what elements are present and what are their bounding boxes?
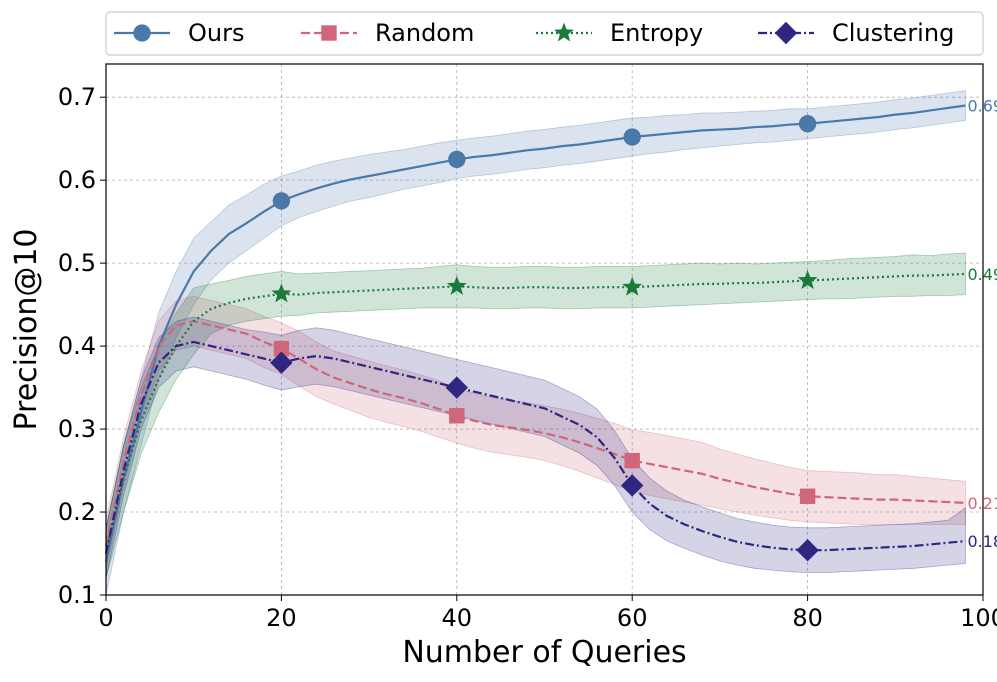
ours-marker	[623, 128, 641, 146]
legend-clustering-marker	[774, 21, 798, 45]
clustering-line	[104, 340, 966, 554]
end-value-labels: 0.69 0.21 0.49 0.18	[967, 96, 997, 551]
ours-marker	[448, 150, 466, 169]
entropy-band	[105, 252, 966, 579]
ours-marker	[798, 115, 817, 133]
x-axis-label: Number of Queries	[402, 635, 686, 670]
legend-ours-marker	[133, 24, 151, 42]
entropy-marker	[446, 275, 467, 295]
ours-end-label: 0.69	[967, 96, 997, 115]
clustering-marker	[270, 351, 293, 374]
entropy-marker	[797, 270, 818, 290]
legend-entropy-marker	[554, 22, 574, 42]
x-tick-label: 40	[442, 604, 473, 632]
random-marker	[449, 408, 465, 424]
entropy-marker	[271, 283, 292, 303]
clustering-marker	[796, 538, 819, 562]
series-markers	[270, 115, 819, 562]
legend-box	[105, 11, 984, 56]
clustering-marker	[621, 474, 644, 497]
ours-line	[104, 104, 966, 563]
y-axis-ticks: 0.1 0.2 0.3 0.4 0.5 0.6 0.7	[58, 83, 106, 609]
y-tick-label: 0.2	[58, 498, 96, 526]
y-axis-label: Precision@10	[9, 228, 44, 430]
x-axis-ticks: 0 20 40 60 80 100	[98, 595, 997, 632]
plot-frame	[105, 63, 984, 596]
series-lines	[104, 104, 966, 563]
legend-clustering-label: Clustering	[832, 19, 954, 47]
clustering-marker	[445, 376, 468, 399]
random-marker	[273, 340, 290, 357]
legend-entropy-label: Entropy	[610, 19, 703, 47]
y-tick-label: 0.1	[58, 581, 96, 609]
confidence-bands	[105, 90, 966, 596]
legend: Ours Random Entropy Clustering	[105, 11, 984, 56]
clustering-band	[105, 316, 966, 579]
x-tick-label: 60	[617, 604, 648, 632]
random-marker	[799, 488, 816, 504]
y-tick-label: 0.6	[58, 166, 96, 194]
clustering-end-label: 0.18	[967, 532, 997, 551]
x-tick-label: 0	[98, 604, 113, 632]
y-tick-label: 0.4	[58, 332, 96, 360]
entropy-line	[104, 272, 966, 554]
entropy-end-label: 0.49	[967, 265, 997, 284]
x-tick-label: 100	[960, 604, 997, 632]
random-marker	[624, 452, 640, 469]
legend-random-marker	[321, 25, 337, 41]
legend-random-label: Random	[375, 19, 474, 47]
random-band	[105, 295, 966, 571]
x-tick-label: 20	[266, 604, 297, 632]
ours-band	[105, 90, 966, 596]
entropy-marker	[622, 276, 643, 296]
random-line	[104, 320, 966, 546]
y-tick-label: 0.7	[58, 83, 96, 111]
random-end-label: 0.21	[967, 494, 997, 513]
x-tick-label: 80	[792, 604, 823, 632]
y-tick-label: 0.3	[58, 415, 96, 443]
ours-marker	[272, 192, 291, 210]
y-tick-label: 0.5	[58, 249, 96, 277]
legend-ours-label: Ours	[188, 19, 244, 47]
